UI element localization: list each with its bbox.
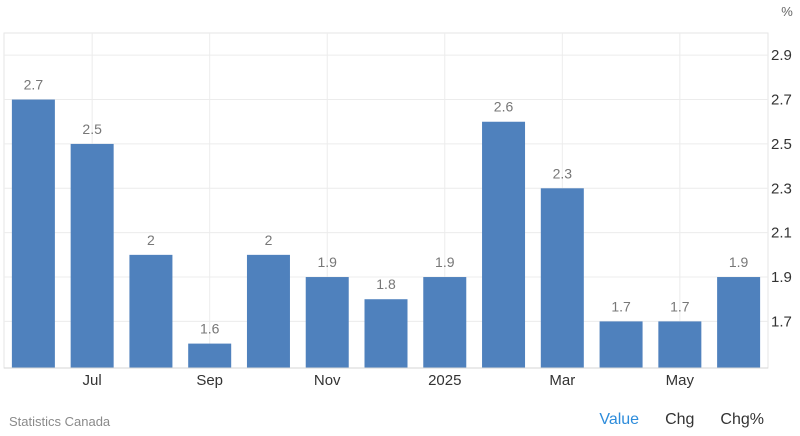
data-label: 2	[265, 232, 273, 248]
y-axis-unit: %	[781, 4, 793, 19]
data-label: 1.8	[376, 276, 396, 292]
x-axis: Jul Sep Nov 2025 Mar May	[4, 367, 768, 389]
bar	[717, 277, 761, 368]
chart-footer: Statistics Canada Value Chg Chg%	[0, 404, 800, 436]
bar	[188, 343, 232, 368]
data-label: 1.6	[200, 321, 220, 337]
bar	[246, 254, 290, 368]
tab-chg[interactable]: Chg	[665, 411, 695, 428]
bars	[11, 99, 761, 369]
bar	[482, 121, 526, 368]
bar	[129, 254, 173, 368]
data-label: 1.9	[435, 254, 455, 270]
bar	[540, 188, 584, 368]
bar	[423, 277, 467, 368]
bar	[305, 277, 349, 368]
x-tick-label: Mar	[549, 372, 575, 389]
bar	[599, 321, 643, 368]
data-label: 2	[147, 232, 155, 248]
x-tick-label: Jul	[83, 372, 102, 389]
y-tick-label: 1.7	[771, 313, 792, 330]
bar	[70, 143, 114, 368]
tab-chg-percent[interactable]: Chg%	[720, 411, 764, 428]
data-label: 1.7	[611, 298, 631, 314]
tab-value[interactable]: Value	[599, 411, 640, 428]
data-label: 1.7	[670, 298, 690, 314]
view-tabs: Value Chg Chg%	[573, 411, 764, 429]
data-label: 1.9	[729, 254, 749, 270]
y-tick-label: 2.1	[771, 225, 792, 242]
bar	[658, 321, 702, 368]
x-tick-label: Sep	[196, 372, 223, 389]
data-label: 2.5	[82, 121, 102, 137]
x-tick-label: Nov	[314, 372, 341, 389]
y-tick-label: 2.9	[771, 47, 792, 64]
source-label: Statistics Canada	[9, 414, 111, 429]
data-label: 2.7	[24, 77, 44, 93]
y-tick-label: 1.9	[771, 269, 792, 286]
bar	[364, 299, 408, 368]
y-axis: 2.9 2.7 2.5 2.3 2.1 1.9 1.7	[771, 47, 792, 330]
x-tick-label: 2025	[428, 372, 461, 389]
bar-chart: 2.7 2.5 2 1.6 2 1.9 1.8 1.9 2.6 2.3 1.7 1.7 1.9 Jul S…	[3, 4, 793, 389]
bar	[11, 99, 55, 369]
x-tick-label: May	[666, 372, 695, 389]
data-labels: 2.7 2.5 2 1.6 2 1.9 1.8 1.9 2.6 2.3 1.7 1.7 1.9	[24, 77, 749, 337]
data-label: 1.9	[317, 254, 337, 270]
y-tick-label: 2.7	[771, 92, 792, 109]
y-tick-label: 2.3	[771, 180, 792, 197]
y-tick-label: 2.5	[771, 136, 792, 153]
data-label: 2.6	[494, 99, 514, 115]
data-label: 2.3	[553, 165, 573, 181]
